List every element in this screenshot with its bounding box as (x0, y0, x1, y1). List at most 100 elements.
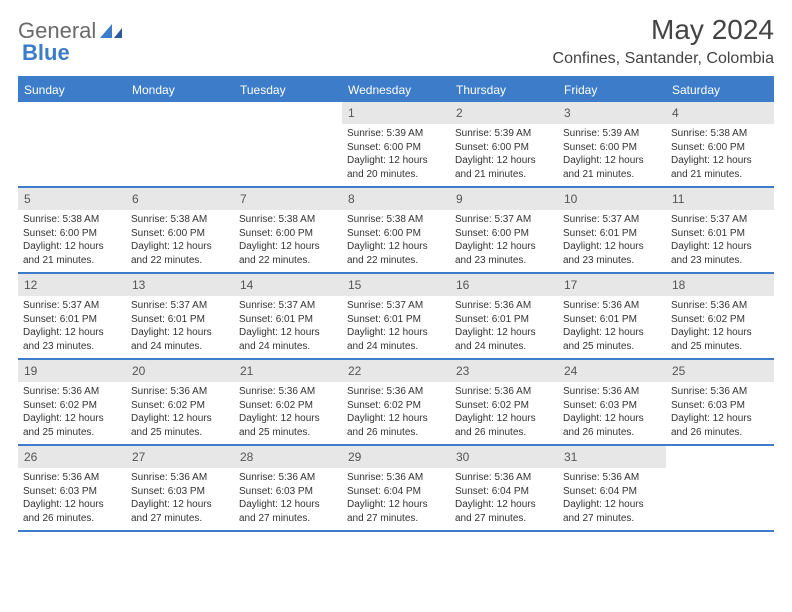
day-details: Sunrise: 5:36 AMSunset: 6:03 PMDaylight:… (558, 385, 666, 439)
day-number: 2 (450, 102, 558, 124)
sunset-text: Sunset: 6:00 PM (455, 141, 553, 155)
day-cell: 31Sunrise: 5:36 AMSunset: 6:04 PMDayligh… (558, 446, 666, 530)
day-details: Sunrise: 5:36 AMSunset: 6:03 PMDaylight:… (126, 471, 234, 525)
day-details: Sunrise: 5:37 AMSunset: 6:01 PMDaylight:… (234, 299, 342, 353)
sunset-text: Sunset: 6:02 PM (671, 313, 769, 327)
week-row: 1Sunrise: 5:39 AMSunset: 6:00 PMDaylight… (18, 102, 774, 188)
daylight-text-2: and 25 minutes. (563, 340, 661, 354)
daylight-text-1: Daylight: 12 hours (131, 498, 229, 512)
day-cell (18, 102, 126, 186)
logo-line2: Blue (22, 40, 70, 66)
sunset-text: Sunset: 6:01 PM (563, 313, 661, 327)
sunrise-text: Sunrise: 5:36 AM (347, 471, 445, 485)
day-details: Sunrise: 5:36 AMSunset: 6:03 PMDaylight:… (666, 385, 774, 439)
daylight-text-2: and 22 minutes. (239, 254, 337, 268)
sunset-text: Sunset: 6:02 PM (347, 399, 445, 413)
day-number: 9 (450, 188, 558, 210)
day-number: 10 (558, 188, 666, 210)
day-number: 4 (666, 102, 774, 124)
sunset-text: Sunset: 6:01 PM (239, 313, 337, 327)
daylight-text-2: and 23 minutes. (23, 340, 121, 354)
day-number: 27 (126, 446, 234, 468)
daylight-text-2: and 22 minutes. (347, 254, 445, 268)
day-cell: 7Sunrise: 5:38 AMSunset: 6:00 PMDaylight… (234, 188, 342, 272)
sunset-text: Sunset: 6:01 PM (131, 313, 229, 327)
weekday-header: Friday (558, 78, 666, 102)
day-details: Sunrise: 5:36 AMSunset: 6:01 PMDaylight:… (450, 299, 558, 353)
sunrise-text: Sunrise: 5:37 AM (239, 299, 337, 313)
day-details: Sunrise: 5:39 AMSunset: 6:00 PMDaylight:… (342, 127, 450, 181)
week-row: 12Sunrise: 5:37 AMSunset: 6:01 PMDayligh… (18, 274, 774, 360)
day-cell: 10Sunrise: 5:37 AMSunset: 6:01 PMDayligh… (558, 188, 666, 272)
day-details: Sunrise: 5:38 AMSunset: 6:00 PMDaylight:… (126, 213, 234, 267)
week-row: 19Sunrise: 5:36 AMSunset: 6:02 PMDayligh… (18, 360, 774, 446)
day-number: 6 (126, 188, 234, 210)
sunrise-text: Sunrise: 5:39 AM (347, 127, 445, 141)
day-details: Sunrise: 5:36 AMSunset: 6:02 PMDaylight:… (666, 299, 774, 353)
daylight-text-1: Daylight: 12 hours (563, 240, 661, 254)
logo-sail-icon (98, 22, 124, 40)
daylight-text-2: and 23 minutes. (563, 254, 661, 268)
sunrise-text: Sunrise: 5:37 AM (347, 299, 445, 313)
sunrise-text: Sunrise: 5:36 AM (455, 471, 553, 485)
sunset-text: Sunset: 6:03 PM (239, 485, 337, 499)
daylight-text-1: Daylight: 12 hours (563, 326, 661, 340)
day-details: Sunrise: 5:37 AMSunset: 6:00 PMDaylight:… (450, 213, 558, 267)
daylight-text-1: Daylight: 12 hours (563, 498, 661, 512)
daylight-text-2: and 26 minutes. (455, 426, 553, 440)
sunrise-text: Sunrise: 5:36 AM (671, 385, 769, 399)
weekday-header: Monday (126, 78, 234, 102)
sunrise-text: Sunrise: 5:36 AM (239, 385, 337, 399)
sunset-text: Sunset: 6:00 PM (131, 227, 229, 241)
weekday-header: Wednesday (342, 78, 450, 102)
sunrise-text: Sunrise: 5:36 AM (23, 471, 121, 485)
day-number: 12 (18, 274, 126, 296)
day-cell: 3Sunrise: 5:39 AMSunset: 6:00 PMDaylight… (558, 102, 666, 186)
daylight-text-2: and 24 minutes. (347, 340, 445, 354)
daylight-text-2: and 23 minutes. (455, 254, 553, 268)
day-cell: 17Sunrise: 5:36 AMSunset: 6:01 PMDayligh… (558, 274, 666, 358)
weekday-header: Sunday (18, 78, 126, 102)
sunset-text: Sunset: 6:01 PM (347, 313, 445, 327)
day-details: Sunrise: 5:36 AMSunset: 6:04 PMDaylight:… (342, 471, 450, 525)
day-number: 15 (342, 274, 450, 296)
day-cell: 12 Sunrise: 5:37 AMSunset: 6:01 PMDayligh… (18, 274, 126, 358)
daylight-text-2: and 25 minutes. (131, 426, 229, 440)
daylight-text-1: Daylight: 12 hours (455, 326, 553, 340)
sunrise-text: Sunrise: 5:38 AM (671, 127, 769, 141)
sunset-text: Sunset: 6:00 PM (563, 141, 661, 155)
day-cell: 27 Sunrise: 5:36 AMSunset: 6:03 PMDayligh… (126, 446, 234, 530)
day-number: 14 (234, 274, 342, 296)
daylight-text-1: Daylight: 12 hours (347, 412, 445, 426)
daylight-text-2: and 21 minutes. (671, 168, 769, 182)
daylight-text-2: and 27 minutes. (131, 512, 229, 526)
day-number: 1 (342, 102, 450, 124)
daylight-text-1: Daylight: 12 hours (347, 154, 445, 168)
day-cell: 14 Sunrise: 5:37 AMSunset: 6:01 PMDayligh… (234, 274, 342, 358)
daylight-text-2: and 21 minutes. (455, 168, 553, 182)
weekday-header: Thursday (450, 78, 558, 102)
daylight-text-1: Daylight: 12 hours (671, 240, 769, 254)
sunrise-text: Sunrise: 5:37 AM (455, 213, 553, 227)
daylight-text-1: Daylight: 12 hours (239, 498, 337, 512)
daylight-text-1: Daylight: 12 hours (23, 498, 121, 512)
weeks-container: 1Sunrise: 5:39 AMSunset: 6:00 PMDaylight… (18, 102, 774, 532)
sunrise-text: Sunrise: 5:38 AM (23, 213, 121, 227)
day-cell: 30Sunrise: 5:36 AMSunset: 6:04 PMDayligh… (450, 446, 558, 530)
day-details: Sunrise: 5:36 AMSunset: 6:02 PMDaylight:… (18, 385, 126, 439)
day-cell: 15Sunrise: 5:37 AMSunset: 6:01 PMDayligh… (342, 274, 450, 358)
sunset-text: Sunset: 6:02 PM (23, 399, 121, 413)
day-number: 7 (234, 188, 342, 210)
sunrise-text: Sunrise: 5:39 AM (563, 127, 661, 141)
day-details: Sunrise: 5:37 AMSunset: 6:01 PMDaylight:… (18, 299, 126, 353)
daylight-text-1: Daylight: 12 hours (23, 326, 121, 340)
day-number: 31 (558, 446, 666, 468)
sunset-text: Sunset: 6:04 PM (455, 485, 553, 499)
sunset-text: Sunset: 6:03 PM (671, 399, 769, 413)
sunrise-text: Sunrise: 5:36 AM (23, 385, 121, 399)
daylight-text-2: and 26 minutes. (347, 426, 445, 440)
day-details: Sunrise: 5:37 AMSunset: 6:01 PMDaylight:… (126, 299, 234, 353)
day-number: 30 (450, 446, 558, 468)
daylight-text-1: Daylight: 12 hours (563, 154, 661, 168)
sunset-text: Sunset: 6:00 PM (671, 141, 769, 155)
